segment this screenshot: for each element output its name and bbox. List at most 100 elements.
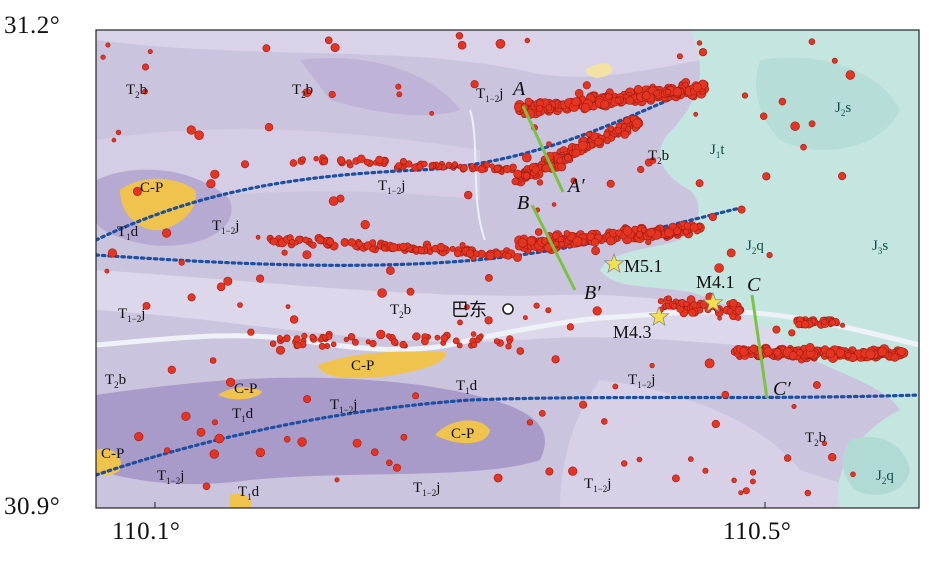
- earthquake-dot: [579, 400, 588, 409]
- earthquake-dot: [328, 90, 336, 99]
- earthquake-dot: [105, 42, 111, 48]
- earthquake-dot: [805, 342, 815, 352]
- earthquake-dot: [276, 334, 283, 341]
- earthquake-dot: [388, 242, 399, 253]
- earthquake-dot: [360, 220, 370, 230]
- earthquake-dot: [778, 97, 787, 106]
- earthquake-dot: [115, 129, 122, 136]
- earthquake-dot: [142, 63, 150, 71]
- earthquake-dot: [738, 490, 744, 496]
- unit-label-t2b-center: T2b: [390, 302, 412, 320]
- earthquake-dot: [526, 236, 536, 246]
- dark-zone-north: [300, 58, 460, 116]
- earthquake-dot: [568, 466, 578, 476]
- earthquake-dot: [457, 40, 467, 50]
- earthquake-dot: [330, 43, 340, 53]
- earthquake-dot: [540, 237, 549, 245]
- earthquake-dot: [504, 252, 512, 260]
- earthquake-dot: [726, 307, 734, 315]
- earthquake-dot: [556, 156, 564, 164]
- unit-label-t2b-se: T2b: [805, 430, 827, 448]
- city-label: 巴东: [451, 300, 487, 321]
- earthquake-dot: [297, 437, 307, 447]
- earthquake-dot: [100, 54, 106, 60]
- yangtze-river: [96, 309, 919, 352]
- earthquake-dot: [737, 205, 746, 214]
- earthquake-dot: [421, 160, 428, 168]
- map-background: [96, 30, 919, 508]
- earthquake-dot: [247, 328, 255, 336]
- earthquake-dot: [513, 253, 522, 262]
- earthquake-dot: [538, 409, 546, 417]
- unit-label-cp-southwest: C-P: [101, 446, 125, 462]
- mainshock-star-m43: [648, 305, 670, 327]
- earthquake-dot: [255, 234, 261, 240]
- earthquake-dot: [241, 160, 250, 169]
- earthquake-dot: [531, 165, 540, 174]
- earthquake-dot: [392, 463, 401, 472]
- earthquake-dot: [773, 348, 782, 357]
- unit-label-t12j-sw: T1−2j: [118, 306, 146, 324]
- unit-label-t12j-west: T1−2j: [212, 218, 240, 236]
- earthquake-dot: [831, 57, 838, 64]
- earthquake-dot: [749, 344, 758, 353]
- unit-label-t12j-bottom: T1−2j: [413, 480, 441, 498]
- unit-label-t2b-nw: T2b: [126, 82, 148, 100]
- earthquake-dot: [451, 161, 459, 168]
- earthquake-dot: [503, 164, 512, 174]
- earthquake-dot: [352, 438, 362, 448]
- earthquake-dot: [484, 273, 493, 282]
- earthquake-dot: [623, 116, 631, 125]
- earthquake-dot: [269, 340, 277, 347]
- unit-label-cp-small: C-P: [234, 381, 258, 397]
- earthquake-dot: [452, 337, 460, 345]
- earthquake-dot: [390, 338, 399, 346]
- earthquake-dot: [526, 419, 534, 426]
- earthquake-dot: [142, 88, 148, 95]
- lat-label-bottom: 30.9°: [4, 493, 61, 520]
- earthquake-dot: [385, 459, 393, 467]
- earthquake-dot: [844, 352, 852, 359]
- earthquake-dot: [594, 137, 603, 146]
- cp-outcrop-small: [218, 387, 262, 400]
- earthquake-dot: [614, 127, 622, 135]
- earthquake-dot: [147, 49, 153, 55]
- earthquake-dot: [326, 237, 335, 246]
- unit-label-j2q-se: J2q: [876, 468, 894, 486]
- earthquake-dot: [606, 236, 616, 246]
- earthquake-dot: [357, 154, 366, 164]
- earthquake-dot: [262, 44, 271, 53]
- lat-label-top: 31.2°: [4, 12, 61, 39]
- earthquake-dot: [269, 237, 278, 246]
- earthquake-dot: [464, 190, 473, 200]
- earthquake-dot: [395, 83, 402, 90]
- earthquake-dot: [605, 92, 613, 101]
- cp-outcrop-center: [318, 351, 446, 379]
- earthquake-dot: [328, 196, 339, 206]
- unit-label-t2b-west: T2b: [105, 372, 127, 390]
- earthquake-dot: [223, 276, 233, 286]
- earthquake-dot: [453, 249, 462, 258]
- earthquake-dot: [676, 53, 683, 60]
- earthquake-dot: [347, 333, 356, 341]
- earthquake-dot: [399, 242, 408, 251]
- earthquake-dot: [302, 236, 310, 244]
- earthquake-dot: [825, 348, 836, 358]
- earthquake-dot: [536, 179, 544, 186]
- earthquake-dot: [689, 222, 699, 232]
- earthquake-dot: [316, 236, 325, 245]
- earthquake-dot: [406, 287, 415, 296]
- earthquake-dot: [226, 377, 236, 387]
- earthquake-dot: [343, 336, 349, 343]
- earthquake-dot: [633, 85, 643, 94]
- earthquake-dot: [440, 334, 449, 343]
- tributary-river: [469, 109, 486, 241]
- earthquake-dot: [835, 348, 846, 358]
- earthquake-dot: [551, 355, 560, 364]
- earthquake-dot: [370, 448, 379, 457]
- earthquake-dot: [521, 152, 532, 163]
- earthquake-dot: [766, 252, 773, 259]
- earthquake-dot: [657, 298, 665, 305]
- earthquake-dot: [167, 365, 176, 375]
